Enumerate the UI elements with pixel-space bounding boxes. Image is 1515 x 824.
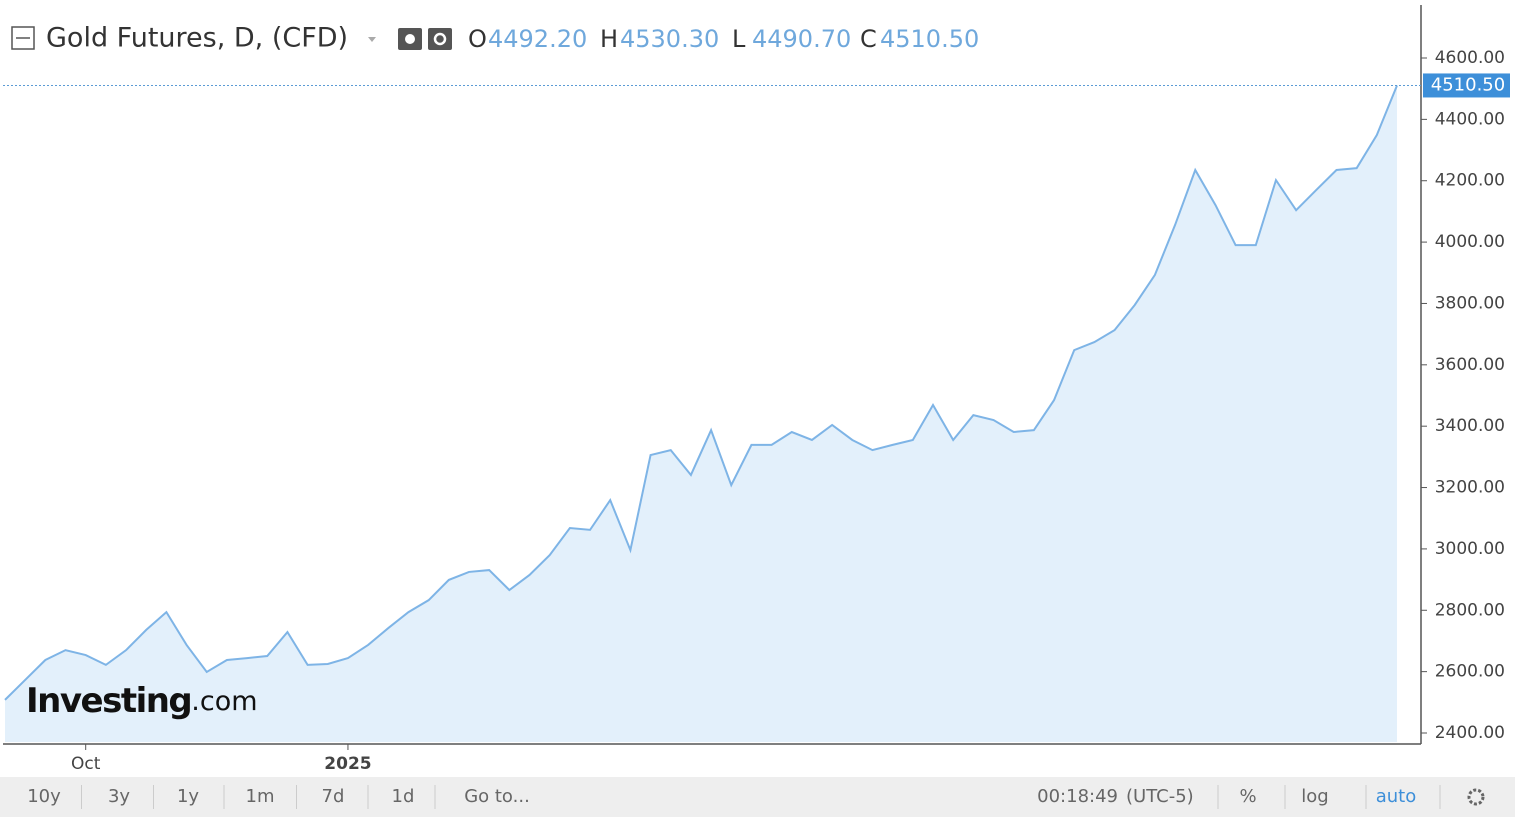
settings-icon[interactable] <box>428 28 452 50</box>
gear-icon[interactable] <box>1467 788 1485 806</box>
y-tick-label: 2400.00 <box>1435 723 1505 743</box>
logo-suffix: .com <box>191 686 257 717</box>
ohlc-value: 4510.50 <box>880 25 979 53</box>
ohlc-label: C <box>860 25 877 53</box>
price-line <box>4 85 1398 701</box>
y-tick-label: 3000.00 <box>1435 539 1505 559</box>
y-tick-label: 4600.00 <box>1435 48 1505 68</box>
ohlc-value: 4530.30 <box>620 25 719 53</box>
y-tick-label: 3800.00 <box>1435 293 1505 313</box>
range-button[interactable]: 7d <box>322 786 345 807</box>
y-tick-label: 4200.00 <box>1435 171 1505 191</box>
range-button[interactable]: Go to... <box>464 786 530 807</box>
option-button[interactable]: log <box>1301 786 1328 807</box>
y-tick-label: 4400.00 <box>1435 109 1505 129</box>
range-button[interactable]: 1y <box>177 786 199 807</box>
range-button[interactable]: 10y <box>27 786 61 807</box>
eye-icon-pupil <box>405 34 415 44</box>
ohlc-value: 4492.20 <box>488 25 587 53</box>
collapse-icon[interactable] <box>11 26 35 50</box>
chart-title: Gold Futures, D, (CFD) <box>46 23 348 54</box>
range-button[interactable]: 1d <box>392 786 415 807</box>
last-price-badge <box>1423 73 1510 98</box>
clock-timezone: (UTC-5) <box>1126 786 1194 807</box>
logo: Investing.com <box>26 681 258 721</box>
option-button[interactable]: % <box>1239 786 1256 807</box>
y-tick-label: 2600.00 <box>1435 662 1505 682</box>
ohlc-value: 4490.70 <box>752 25 851 53</box>
area-fill <box>5 85 1397 743</box>
y-tick-label: 2800.00 <box>1435 600 1505 620</box>
toolbar-bg <box>0 777 1515 817</box>
last-price-label: 4510.50 <box>1431 74 1505 95</box>
x-tick-label: 2025 <box>324 754 371 774</box>
clock-time: 00:18:49 <box>1037 786 1118 807</box>
x-tick-label: Oct <box>71 754 101 774</box>
range-button[interactable]: 3y <box>108 786 130 807</box>
ohlc-label: L <box>732 25 746 53</box>
range-button[interactable]: 1m <box>246 786 275 807</box>
ohlc-label: H <box>600 25 618 53</box>
ohlc-label: O <box>468 25 487 53</box>
option-button[interactable]: auto <box>1376 786 1417 807</box>
y-tick-label: 3200.00 <box>1435 478 1505 498</box>
settings-icon-gear <box>433 32 447 46</box>
y-tick-label: 4000.00 <box>1435 232 1505 252</box>
logo-brand: Investing <box>26 681 191 721</box>
title-dropdown[interactable] <box>368 37 376 42</box>
y-tick-label: 3400.00 <box>1435 416 1505 436</box>
y-tick-label: 3600.00 <box>1435 355 1505 375</box>
